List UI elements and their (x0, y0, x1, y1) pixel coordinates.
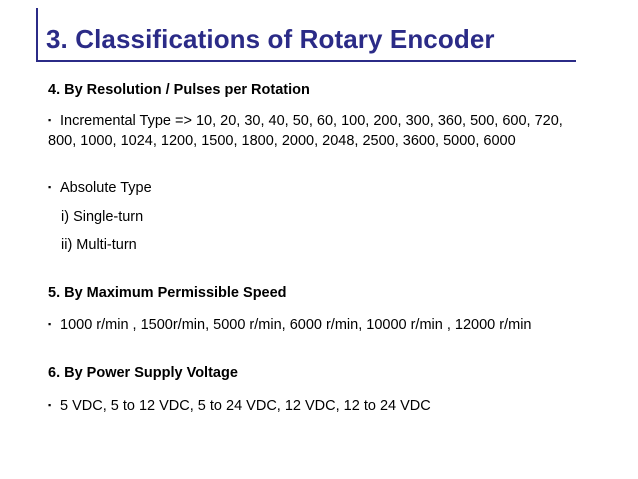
section-voltage-heading: 6. By Power Supply Voltage (48, 365, 238, 381)
absolute-type-text: Absolute Type (60, 180, 152, 196)
multi-turn-item: ii) Multi-turn (61, 237, 137, 253)
title-left-bar (36, 8, 38, 60)
absolute-type-item: ▪ Absolute Type (48, 177, 152, 198)
bullet-icon: ▪ (48, 319, 52, 329)
voltage-values-item: ▪ 5 VDC, 5 to 12 VDC, 5 to 24 VDC, 12 VDC… (48, 395, 431, 416)
voltage-values-text: 5 VDC, 5 to 12 VDC, 5 to 24 VDC, 12 VDC,… (60, 398, 431, 414)
incremental-type-text: Incremental Type => 10, 20, 30, 40, 50, … (48, 113, 563, 149)
section-speed-heading: 5. By Maximum Permissible Speed (48, 285, 287, 301)
title-underline (36, 60, 576, 62)
incremental-type-item: ▪ Incremental Type => 10, 20, 30, 40, 50,… (48, 110, 588, 151)
bullet-icon: ▪ (48, 400, 52, 410)
speed-values-item: ▪ 1000 r/min , 1500r/min, 5000 r/min, 600… (48, 314, 531, 335)
bullet-icon: ▪ (48, 115, 52, 125)
section-resolution-heading: 4. By Resolution / Pulses per Rotation (48, 82, 310, 98)
bullet-icon: ▪ (48, 182, 52, 192)
speed-values-text: 1000 r/min , 1500r/min, 5000 r/min, 6000… (60, 317, 532, 333)
single-turn-item: i) Single-turn (61, 209, 144, 225)
page-title: 3. Classifications of Rotary Encoder (46, 24, 495, 54)
